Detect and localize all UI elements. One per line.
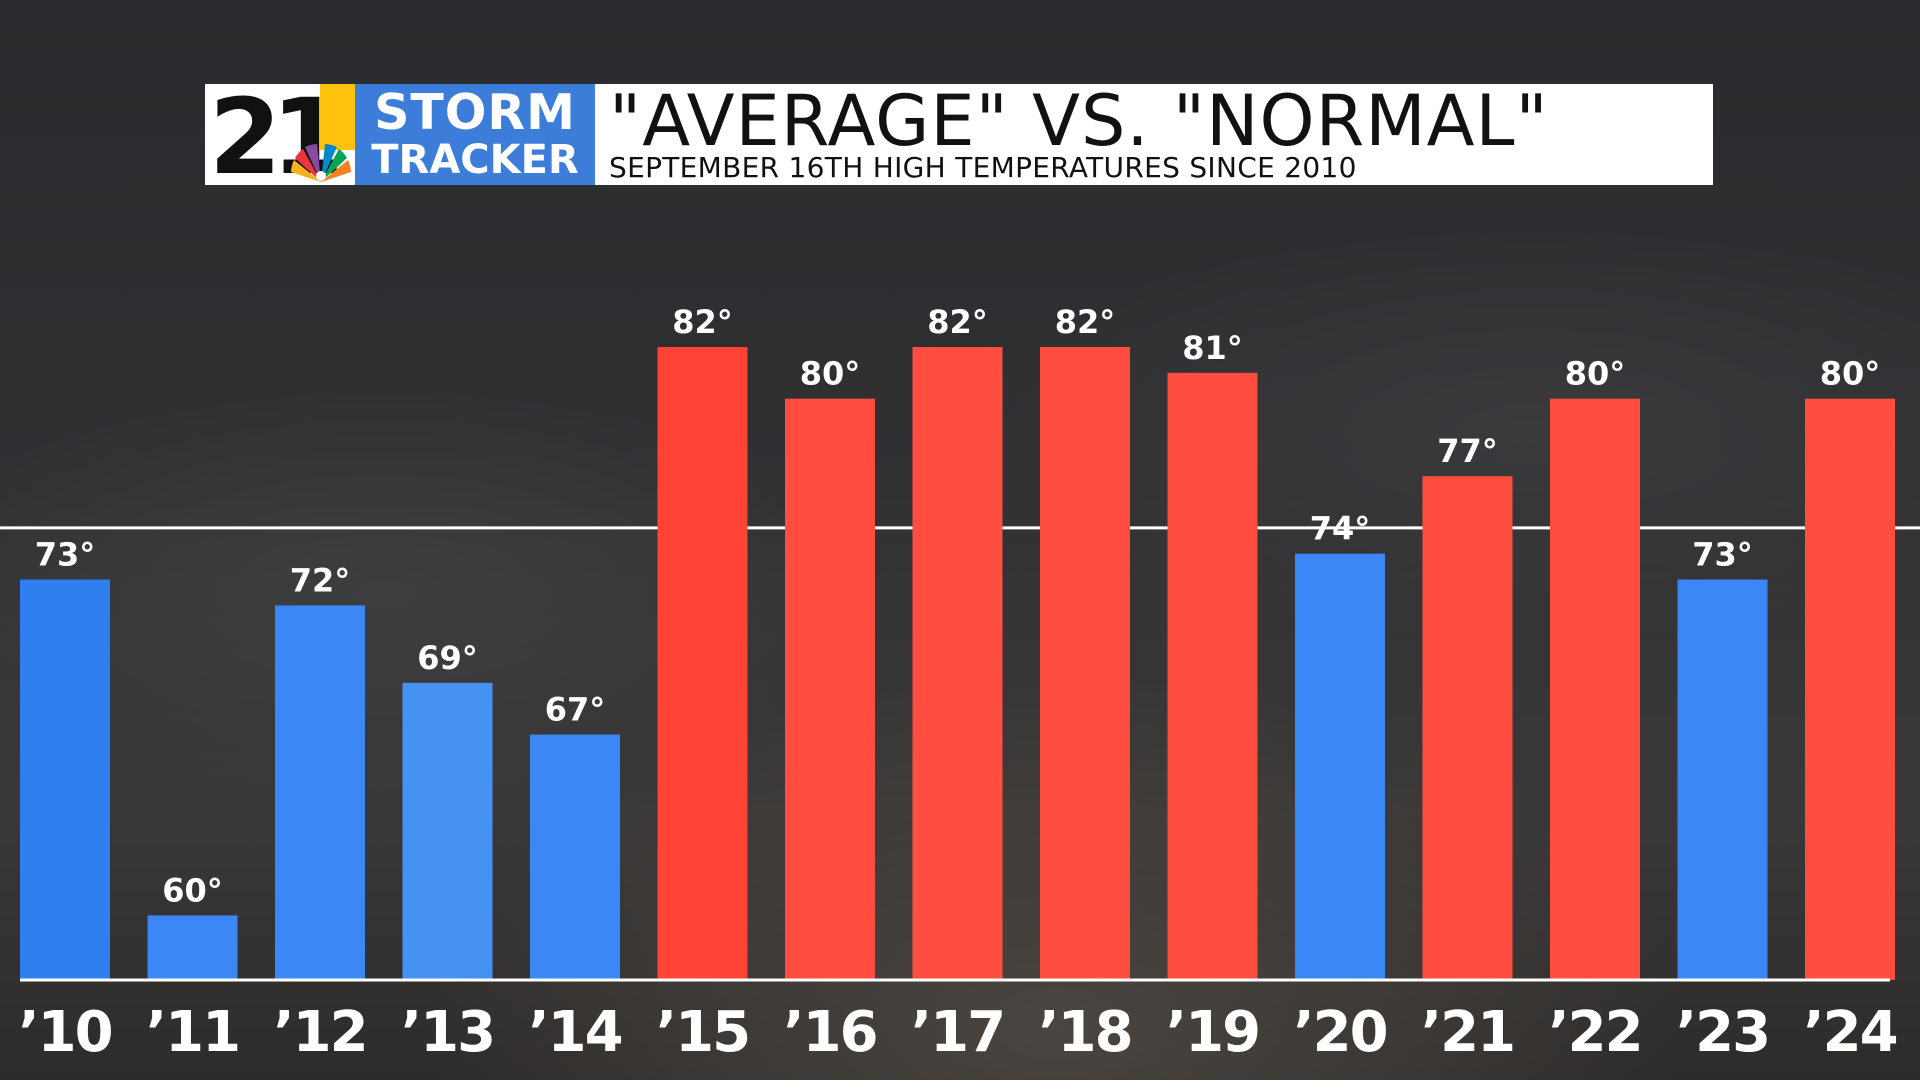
value-label-8: 82°: [1055, 303, 1116, 341]
value-label-1: 60°: [162, 871, 223, 909]
x-tick-label-13: ’23: [1676, 1000, 1769, 1065]
bar-13: [1677, 579, 1768, 980]
bar-3: [402, 682, 493, 980]
bar-12: [1550, 398, 1640, 980]
value-label-0: 73°: [35, 536, 96, 574]
bar-7: [912, 347, 1003, 980]
bar-8: [1040, 347, 1130, 980]
chart-subtitle: SEPTEMBER 16TH HIGH TEMPERATURES SINCE 2…: [609, 151, 1357, 184]
value-label-14: 80°: [1820, 355, 1881, 393]
x-tick-label-9: ’19: [1166, 1000, 1259, 1065]
x-tick-label-12: ’22: [1548, 1000, 1641, 1065]
chart-title: "AVERAGE" VS. "NORMAL": [609, 80, 1549, 162]
bar-10: [1295, 553, 1385, 980]
bar-2: [275, 605, 365, 980]
x-tick-label-0: ’10: [18, 1000, 111, 1065]
value-label-11: 77°: [1437, 432, 1498, 470]
x-tick-label-4: ’14: [528, 1000, 621, 1065]
bar-4: [530, 734, 620, 980]
x-tick-label-2: ’12: [273, 1000, 366, 1065]
x-tick-label-10: ’20: [1293, 1000, 1386, 1065]
x-tick-label-7: ’17: [911, 1000, 1004, 1065]
bar-5: [657, 347, 748, 980]
bar-9: [1167, 372, 1258, 980]
logo-storm-text: STORM: [374, 84, 576, 141]
value-label-7: 82°: [927, 303, 988, 341]
x-tick-label-6: ’16: [783, 1000, 876, 1065]
bar-11: [1422, 476, 1513, 980]
x-tick-label-5: ’15: [656, 1000, 749, 1065]
x-tick-label-11: ’21: [1421, 1000, 1514, 1065]
value-label-5: 82°: [672, 303, 733, 341]
value-label-12: 80°: [1565, 355, 1626, 393]
title-box: "AVERAGE" VS. "NORMAL" SEPTEMBER 16TH HI…: [595, 80, 1713, 185]
peacock-icon: [291, 144, 351, 182]
logo-tracker-text: TRACKER: [371, 137, 579, 183]
logo-accent: [320, 84, 355, 150]
bar-14: [1805, 398, 1895, 980]
value-label-9: 81°: [1182, 329, 1243, 367]
title-banner: 21 STORM TRACKER "AVERAGE" VS. "NORMAL" …: [205, 76, 1713, 198]
value-label-13: 73°: [1692, 536, 1753, 574]
value-label-2: 72°: [290, 561, 351, 599]
bar-6: [785, 398, 875, 980]
value-label-4: 67°: [545, 691, 606, 729]
value-label-3: 69°: [417, 639, 478, 677]
value-label-10: 74°: [1310, 510, 1371, 548]
bar-0: [20, 579, 110, 980]
x-tick-label-8: ’18: [1038, 1000, 1131, 1065]
x-tick-label-3: ’13: [401, 1000, 494, 1065]
storm-tracker-logo: STORM TRACKER: [355, 84, 595, 185]
bar-1: [147, 915, 238, 980]
x-tick-label-14: ’24: [1803, 1000, 1896, 1065]
x-tick-label-1: ’11: [146, 1000, 239, 1065]
value-label-6: 80°: [800, 355, 861, 393]
